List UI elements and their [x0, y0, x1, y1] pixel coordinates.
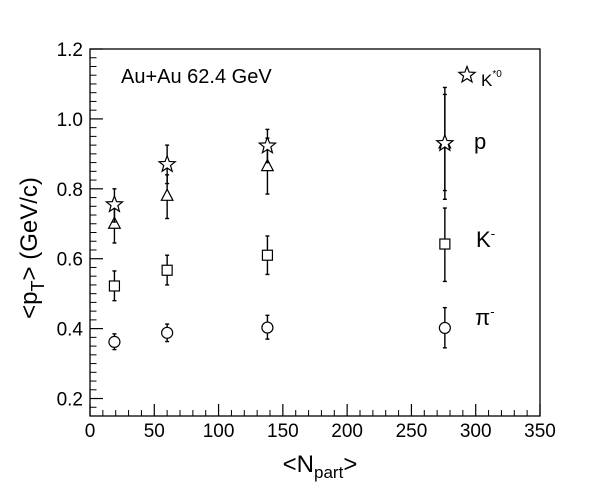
- x-axis-title: <Npart>: [283, 451, 358, 482]
- x-tick-label: 0: [85, 421, 96, 442]
- series-circle: [108, 306, 451, 351]
- x-tick-label: 300: [460, 421, 492, 442]
- x-tick-label: 150: [267, 421, 299, 442]
- data-point-triangle: [260, 158, 275, 172]
- axis-ticks: 0 50 100 150 200 250 300 350 0.2 0.4 0.6 0.8 1.0 1.2: [57, 40, 556, 442]
- y-tick-label: 0.6: [57, 250, 83, 271]
- series-labels: K*0pK-π-: [457, 64, 502, 330]
- data-point-triangle: [160, 188, 174, 201]
- x-tick-label: 200: [331, 421, 363, 442]
- y-axis-title: <pT> (GeV/c): [16, 177, 48, 319]
- data-point-circle: [161, 326, 174, 339]
- data-point-star: [104, 194, 125, 213]
- y-tick-label: 0.2: [57, 390, 83, 411]
- series-label: π-: [475, 304, 495, 330]
- series-label: K*0: [481, 69, 502, 90]
- data-point-circle: [261, 321, 274, 334]
- data-point-star: [257, 135, 278, 155]
- y-tick-label: 0.8: [57, 180, 83, 201]
- x-tick-label: 250: [396, 421, 428, 442]
- series-label-main: K: [476, 227, 491, 252]
- series-label-sup: *0: [492, 69, 502, 80]
- data-point-star: [157, 154, 177, 173]
- data-point-star: [435, 133, 455, 152]
- data-marks: [104, 86, 455, 351]
- data-point-square: [161, 264, 173, 276]
- series-label: p: [474, 129, 486, 154]
- x-tick-label: 350: [524, 421, 556, 442]
- plot-frame: [89, 48, 541, 417]
- data-point-circle: [108, 335, 121, 349]
- series-label-sup: -: [491, 226, 495, 241]
- data-point-circle: [438, 321, 451, 335]
- series-label-sup: -: [490, 304, 494, 319]
- y-tick-label: 1.0: [57, 110, 83, 131]
- series-square: [108, 207, 451, 302]
- x-tick-label: 50: [144, 421, 165, 442]
- series-label-main: p: [474, 129, 486, 154]
- series-label: K-: [476, 226, 495, 252]
- series-triangle: [107, 93, 452, 244]
- x-tick-label: 100: [203, 421, 235, 442]
- series-label-main: π: [475, 305, 490, 330]
- data-point-square: [108, 280, 121, 292]
- data-point-square: [261, 249, 274, 261]
- y-tick-label: 0.4: [57, 320, 84, 341]
- y-tick-label: 1.2: [57, 40, 83, 61]
- plot-border: [89, 48, 541, 417]
- series-star: [104, 86, 455, 223]
- data-point-triangle: [107, 215, 122, 229]
- legend-star-marker: [457, 64, 477, 84]
- data-point-square: [439, 238, 451, 250]
- series-label-main: K: [481, 71, 493, 90]
- collision-system-annotation: Au+Au 62.4 GeV: [121, 66, 272, 88]
